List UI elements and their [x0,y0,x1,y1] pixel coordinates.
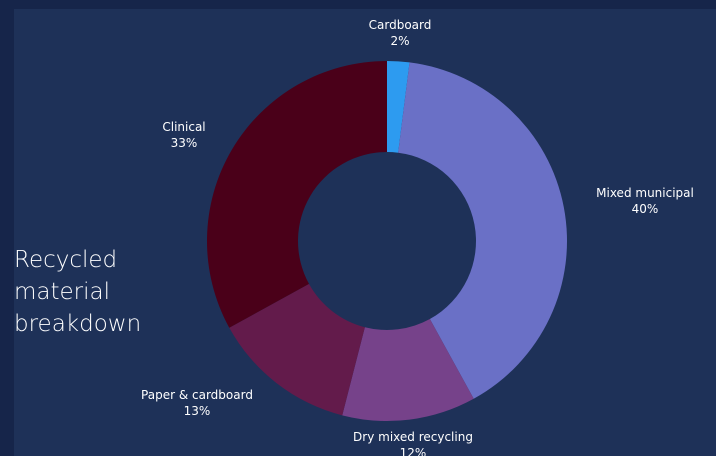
slice-label-clinical: Clinical [162,120,205,134]
slice-value-mixed-municipal: 40% [632,202,659,216]
slice-label-paper-cardboard: Paper & cardboard [141,388,253,402]
slice-value-cardboard: 2% [390,34,409,48]
slice-value-paper-cardboard: 13% [184,404,211,418]
donut-slice-mixed-municipal[interactable] [398,62,568,399]
slice-value-clinical: 33% [171,136,198,150]
chart-title: Recycled material breakdown [14,247,142,337]
donut-slices [206,61,568,421]
donut-slice-cardboard[interactable] [387,61,410,153]
slice-label-mixed-municipal: Mixed municipal [596,186,694,200]
slice-labels: Cardboard 2% Mixed municipal 40% Dry mixed r… [141,18,694,456]
donut-slice-paper-cardboard[interactable] [229,283,365,416]
donut-slice-dry-mixed-recycling[interactable] [342,318,474,421]
slice-label-dry-mixed-recycling: Dry mixed recycling [353,430,473,444]
donut-slice-clinical[interactable] [206,61,387,328]
slice-label-cardboard: Cardboard [369,18,432,32]
slice-value-dry-mixed-recycling: 12% [400,446,427,456]
